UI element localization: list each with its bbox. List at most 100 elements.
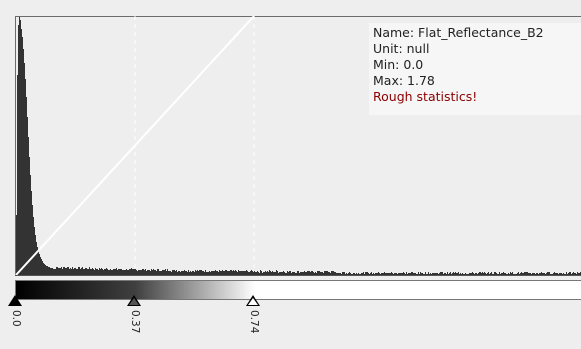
histogram-bin <box>189 272 190 275</box>
histogram-bin <box>268 272 269 275</box>
histogram-bin <box>315 272 316 275</box>
histogram-bin <box>93 269 94 275</box>
histogram-bin <box>576 274 577 275</box>
histogram-bin <box>404 273 405 275</box>
histogram-bin <box>364 274 365 275</box>
histogram-bin <box>43 263 44 275</box>
histogram-bin <box>110 269 111 275</box>
histogram-bin <box>50 268 51 275</box>
histogram-bin <box>542 273 543 275</box>
histogram-bin <box>475 273 476 275</box>
histogram-bin <box>519 274 520 275</box>
histogram-bin <box>301 272 302 275</box>
histogram-bin <box>154 270 155 275</box>
histogram-bin <box>148 270 149 275</box>
histogram-bin <box>447 272 448 275</box>
histogram-bin <box>451 274 452 275</box>
histogram-bin <box>248 272 249 275</box>
histogram-bin <box>399 273 400 275</box>
histogram-bin <box>383 273 384 275</box>
histogram-bin <box>180 272 181 275</box>
histogram-bin <box>55 269 56 275</box>
histogram-bin <box>474 274 475 275</box>
histogram-bin <box>427 274 428 275</box>
histogram-bin <box>290 271 291 275</box>
histogram-bin <box>556 273 557 275</box>
histogram-bin <box>562 274 563 275</box>
gradient-fill <box>16 281 581 299</box>
histogram-bin <box>152 270 153 275</box>
histogram-bin <box>462 273 463 275</box>
histogram-bin <box>178 271 179 275</box>
histogram-bin <box>265 271 266 275</box>
histogram-bin <box>204 272 205 275</box>
histogram-bin <box>547 272 548 275</box>
histogram-bin <box>253 272 254 275</box>
histogram-bin <box>334 272 335 275</box>
slider-handle-min[interactable] <box>8 295 22 306</box>
histogram-bin <box>220 271 221 275</box>
transfer-function-line <box>15 16 255 276</box>
histogram-bin <box>516 274 517 275</box>
histogram-bin <box>568 273 569 275</box>
histogram-bin <box>224 271 225 275</box>
histogram-bin <box>488 272 489 275</box>
histogram-bin <box>56 267 57 275</box>
histogram-bin <box>430 273 431 275</box>
histogram-bin <box>446 274 447 275</box>
histogram-bin <box>88 269 89 275</box>
histogram-bin <box>569 272 570 275</box>
histogram-bin <box>350 273 351 275</box>
histogram-bin <box>124 270 125 275</box>
histogram-bin <box>82 267 83 275</box>
histogram-bin <box>141 270 142 275</box>
histogram-bin <box>205 270 206 275</box>
histogram-bin <box>58 268 59 275</box>
histogram-bin <box>487 273 488 275</box>
histogram-bin <box>69 269 70 275</box>
histogram-bin <box>216 271 217 275</box>
histogram-bin <box>166 271 167 275</box>
color-gradient-bar[interactable] <box>15 280 581 300</box>
histogram-bin <box>518 272 519 275</box>
histogram-bin <box>239 271 240 275</box>
histogram-bin <box>229 271 230 275</box>
histogram-bin <box>277 271 278 275</box>
histogram-bin <box>174 270 175 275</box>
histogram-bin <box>362 273 363 275</box>
histogram-bin <box>422 273 423 275</box>
histogram-bin <box>363 272 364 275</box>
slider-handle-max[interactable] <box>246 295 260 306</box>
histogram-bin <box>510 272 511 275</box>
histogram-bin <box>332 271 333 275</box>
histogram-bin <box>482 272 483 275</box>
histogram-bin <box>90 269 91 275</box>
histogram-bin <box>461 274 462 275</box>
histogram-bin <box>319 271 320 275</box>
histogram-bin <box>286 273 287 275</box>
histogram-bin <box>300 272 301 275</box>
histogram-bin <box>354 273 355 275</box>
histogram-bin <box>74 268 75 275</box>
histogram-bin <box>329 272 330 275</box>
histogram-bin <box>282 272 283 275</box>
histogram-bin <box>84 269 85 275</box>
histogram-bin <box>233 270 234 275</box>
histogram-bin <box>59 268 60 275</box>
info-unit: Unit: null <box>373 41 430 56</box>
slider-handle-mid[interactable] <box>127 295 141 306</box>
histogram-bin <box>501 273 502 275</box>
histogram-bin <box>456 273 457 275</box>
histogram-bin <box>228 271 229 275</box>
histogram-bin <box>469 273 470 275</box>
histogram-bin <box>497 274 498 275</box>
histogram-bin <box>284 272 285 275</box>
histogram-bin <box>145 269 146 275</box>
histogram-bin <box>134 269 135 275</box>
histogram-bin <box>374 274 375 275</box>
histogram-bin <box>66 268 67 275</box>
histogram-bin <box>468 274 469 275</box>
histogram-bin <box>533 273 534 275</box>
histogram-bin <box>221 271 222 275</box>
histogram-bin <box>429 274 430 275</box>
